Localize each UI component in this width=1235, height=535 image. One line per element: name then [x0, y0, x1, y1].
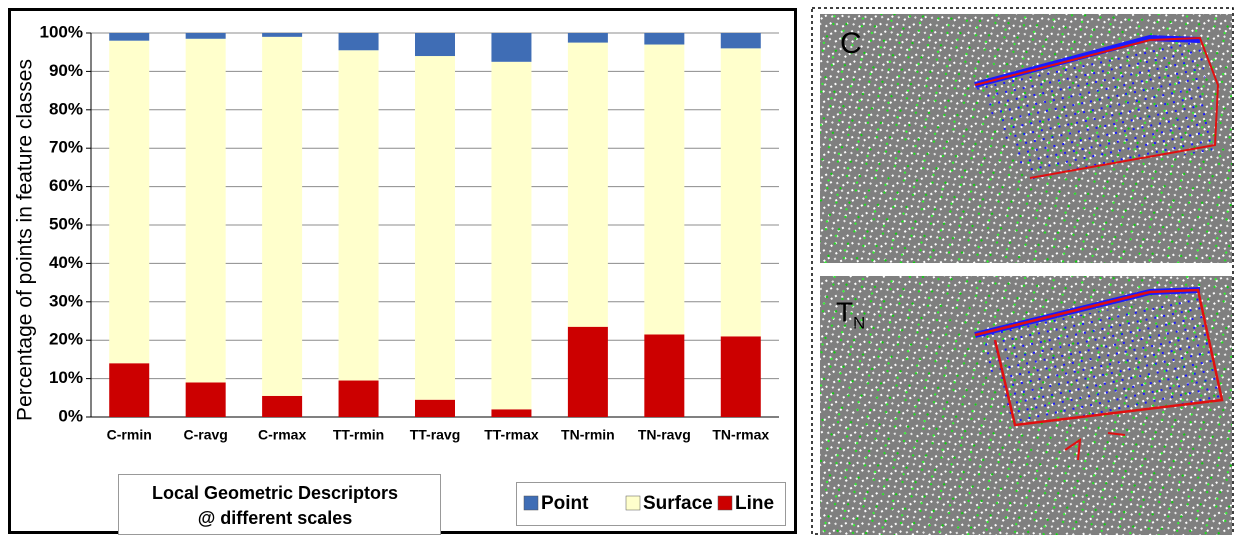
y-tick-label: 100%: [40, 22, 83, 41]
image-label: C: [840, 27, 862, 60]
bar-segment: [262, 396, 302, 417]
point-cloud-image: [820, 14, 1232, 263]
y-tick-label: 70%: [49, 138, 83, 157]
bar-segment: [262, 33, 302, 37]
bar-segment: [339, 50, 379, 380]
y-tick-label: 20%: [49, 330, 83, 349]
bar-segment: [339, 33, 379, 50]
legend-swatch: [524, 496, 538, 510]
bar-segment: [262, 37, 302, 396]
page: {"chart_data": {"type": "stacked_bar", "…: [0, 0, 1235, 535]
bar-segment: [491, 33, 531, 62]
bar-segment: [491, 62, 531, 410]
x-tick-label: TT-rmax: [484, 427, 539, 443]
bar-segment: [109, 41, 149, 364]
bar-segment: [644, 334, 684, 417]
x-tick-label: TN-rmin: [561, 427, 615, 443]
x-tick-label: C-rmax: [258, 427, 306, 443]
x-tick-label: TT-ravg: [410, 427, 461, 443]
y-tick-label: 10%: [49, 368, 83, 387]
bar-segment: [721, 48, 761, 336]
bar-segment: [568, 33, 608, 43]
legend-swatch: [626, 496, 640, 510]
bar-segment: [491, 409, 531, 417]
bar-segment: [644, 33, 684, 45]
legend-label: Surface: [643, 493, 713, 514]
legend-swatch: [718, 496, 732, 510]
bar-segment: [339, 381, 379, 417]
y-tick-label: 40%: [49, 253, 83, 272]
bar-segment: [721, 33, 761, 48]
bar-segment: [415, 56, 455, 400]
y-tick-label: 30%: [49, 291, 83, 310]
y-axis-title: Percentage of points in feature classes: [14, 59, 37, 421]
y-tick-label: 60%: [49, 176, 83, 195]
bar-segment: [721, 336, 761, 417]
bar-segment: [415, 400, 455, 417]
x-tick-label: TN-ravg: [638, 427, 691, 443]
y-tick-label: 80%: [49, 99, 83, 118]
bar-segment: [415, 33, 455, 56]
bar-segment: [109, 33, 149, 41]
image-label-subscript: N: [853, 313, 865, 332]
x-tick-label: TT-rmin: [333, 427, 384, 443]
bar-segment: [186, 382, 226, 417]
legend-label: Line: [735, 493, 774, 514]
bar-segment: [186, 33, 226, 39]
bar-segment: [568, 43, 608, 327]
y-tick-label: 90%: [49, 61, 83, 80]
point-cloud-image: [820, 276, 1232, 535]
bar-segment: [186, 39, 226, 383]
x-axis-title: Local Geometric Descriptors: [152, 483, 398, 503]
y-tick-label: 50%: [49, 214, 83, 233]
x-tick-label: C-rmin: [107, 427, 152, 443]
y-tick-label: 0%: [58, 406, 83, 425]
image-label: T: [836, 296, 853, 327]
bar-segment: [109, 363, 149, 417]
legend-label: Point: [541, 493, 589, 514]
x-axis-title: @ different scales: [198, 508, 353, 528]
x-tick-label: TN-rmax: [712, 427, 769, 443]
x-tick-label: C-ravg: [183, 427, 227, 443]
figure: Percentage of points in feature classes …: [0, 0, 1235, 535]
bar-segment: [568, 327, 608, 417]
bar-segment: [644, 45, 684, 335]
